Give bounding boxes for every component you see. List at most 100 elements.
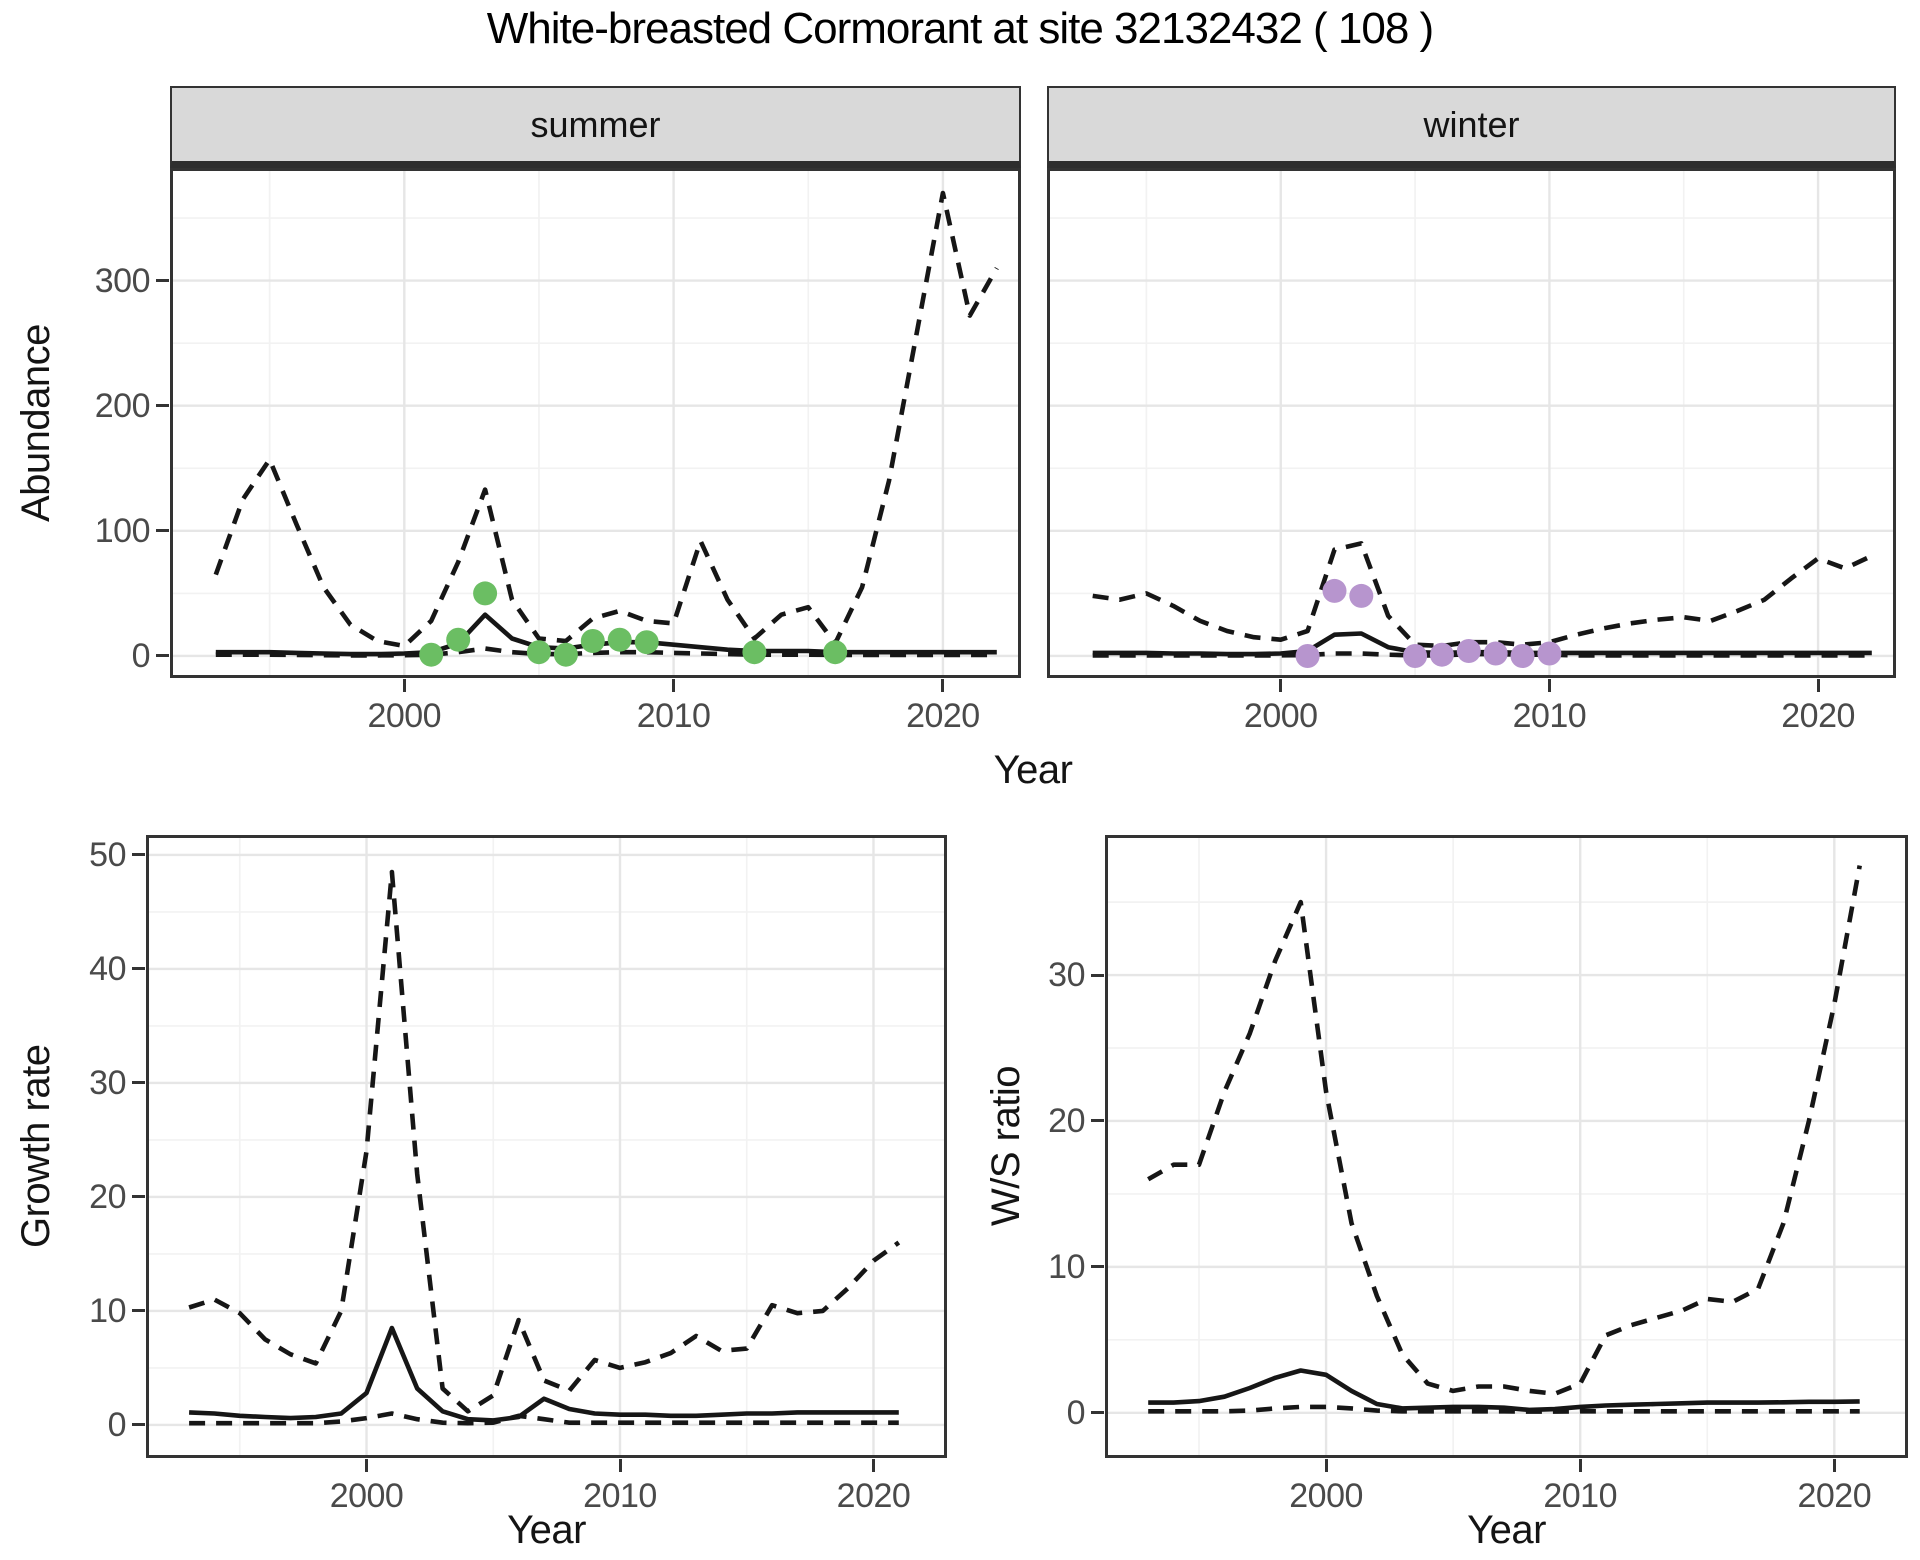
series-median_fit [1092,631,1872,657]
y-axis-title-abundance: Abundance [14,324,58,522]
x-tick-mark [365,1459,369,1472]
facet-strip-label-summer: summer [530,103,661,145]
chart-title: White-breasted Cormorant at site 3213243… [486,4,1434,53]
series-lower_95ci [215,646,997,658]
y-tick-mark [156,404,169,408]
panel-border [1047,168,1896,678]
observation-point [526,640,551,665]
y-tick-mark [132,853,145,857]
observation-point [742,640,767,665]
facet-strip-summer: summer [170,86,1021,168]
x-tick-mark [672,679,676,692]
x-tick-label: 2020 [906,697,980,735]
x-tick-mark [871,1459,875,1472]
y-tick-mark [1091,1119,1104,1123]
observation-point [1295,644,1320,668]
series-upper_95ci [1147,865,1862,1397]
y-tick-mark [156,654,169,658]
observation-point [1322,578,1347,603]
observation-point [1349,583,1374,608]
observation-point [419,642,444,667]
x-tick-mark [941,679,945,692]
y-tick-mark [156,279,169,283]
x-tick-label: 2010 [583,1477,657,1515]
y-tick-mark [132,1195,145,1199]
panel-growth-rate [146,835,947,1458]
y-tick-label: 20 [89,1177,126,1216]
series-lower_95ci [189,1411,899,1426]
panel-border [146,835,947,1458]
y-tick-label: 100 [94,511,151,550]
facet-strip-winter: winter [1047,86,1896,168]
x-axis-title-year-growth: Year [507,1508,586,1552]
x-tick-label: 2020 [836,1477,911,1515]
series-upper_95ci [213,190,999,649]
x-tick-mark [1279,679,1283,692]
y-tick-label: 40 [89,949,126,988]
observation-point [1429,642,1454,667]
x-tick-label: 2020 [1781,697,1855,735]
y-tick-label: 0 [1066,1393,1086,1432]
observation-point [634,630,659,655]
y-tick-label: 20 [1048,1101,1085,1140]
panel-ws-ratio [1105,835,1908,1458]
observation-point [446,627,471,652]
x-tick-label: 2000 [329,1477,404,1515]
y-tick-label: 50 [89,835,126,874]
y-axis-title-ws-ratio: W/S ratio [984,1066,1028,1227]
panel-border [1105,835,1908,1458]
x-tick-mark [1324,1459,1328,1472]
x-tick-label: 2000 [1243,697,1318,735]
facet-strip-label-winter: winter [1423,103,1520,145]
x-tick-mark [1816,679,1820,692]
observation-point [553,642,578,667]
series-median_fit [1148,1368,1860,1413]
x-tick-label: 2020 [1797,1477,1872,1515]
observation-point [607,627,632,652]
observation-point [823,640,848,665]
observation-point [1483,641,1508,666]
observation-point [1403,644,1428,668]
observation-point [1510,644,1535,668]
y-tick-label: 30 [89,1063,126,1102]
y-tick-label: 30 [1048,956,1085,995]
x-axis-title-year-ws: Year [1467,1508,1546,1552]
x-tick-mark [1832,1459,1836,1472]
x-tick-label: 2010 [1512,697,1587,735]
x-tick-label: 2000 [367,697,442,735]
y-tick-mark [132,1081,145,1085]
panel-abundance-summer [170,168,1021,678]
observation-point [1456,639,1481,663]
panel-abundance-winter [1047,168,1896,678]
y-tick-mark [1091,1265,1104,1269]
y-tick-label: 10 [1048,1247,1085,1286]
y-tick-label: 300 [94,261,151,300]
x-tick-mark [618,1459,622,1472]
y-tick-mark [156,529,169,533]
series-median_fit [189,1325,899,1423]
series-lower_95ci [1148,1404,1860,1414]
y-axis-title-growth-rate: Growth rate [14,1044,58,1249]
x-tick-label: 2000 [1289,1477,1363,1515]
x-tick-label: 2010 [1543,1477,1617,1515]
y-tick-label: 0 [107,1405,127,1444]
y-tick-label: 10 [89,1291,126,1330]
y-tick-mark [132,1309,145,1313]
observation-point [473,581,498,606]
series-upper_95ci [188,869,901,1414]
y-tick-label: 0 [131,636,151,675]
x-tick-mark [1578,1459,1582,1472]
panel-border [170,168,1021,678]
y-tick-mark [132,967,145,971]
y-tick-mark [1091,1411,1104,1415]
y-tick-label: 200 [94,386,151,425]
x-axis-title-year-top: Year [993,748,1073,792]
y-tick-mark [1091,973,1104,977]
y-tick-mark [132,1423,145,1427]
series-median_fit [215,612,997,657]
x-tick-mark [1547,679,1551,692]
x-tick-mark [402,679,406,692]
observation-point [580,629,605,653]
observation-point [1537,641,1562,666]
